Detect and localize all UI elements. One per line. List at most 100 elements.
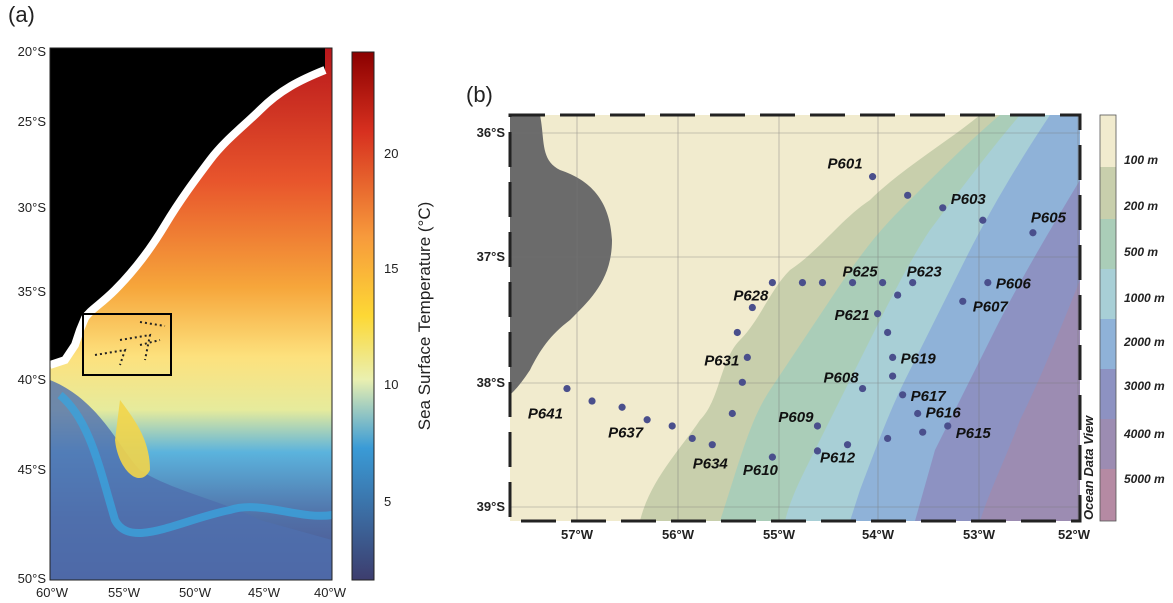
- station-marker-p610: [768, 453, 776, 461]
- station-marker-p617: [899, 391, 907, 399]
- station-marker-p608: [858, 384, 867, 393]
- sst-colorbar: 20 15 10 5 Sea Surface Temperature (°C): [351, 51, 434, 581]
- station-marker-p603: [939, 204, 947, 212]
- lat-tick-20: 20°S: [18, 44, 47, 59]
- colorbar-tick-20: 20: [384, 146, 398, 161]
- colorbar-tick-10: 10: [384, 377, 398, 392]
- sst-colorbar-scale: [351, 51, 375, 581]
- station-marker-p631: [743, 353, 751, 361]
- station-marker: [588, 397, 596, 405]
- b-lon-tick-53: 53°W: [963, 527, 996, 542]
- station-label-p605: P605: [1031, 210, 1067, 227]
- station-label-p617: P617: [911, 388, 947, 405]
- station-marker: [979, 216, 987, 224]
- station-marker-p616: [914, 409, 922, 418]
- b-lat-tick-37: 37°S: [477, 249, 506, 264]
- station-marker: [879, 279, 887, 287]
- station-marker: [798, 279, 807, 287]
- depth-swatch-100: [1100, 115, 1116, 167]
- panel-b-frame: [508, 113, 1082, 523]
- station-marker: [738, 378, 746, 386]
- depth-legend: 100 m 200 m 500 m 1000 m 2000 m 3000 m 4…: [1099, 114, 1165, 522]
- colorbar-title: Sea Surface Temperature (°C): [415, 202, 434, 431]
- sst-front: [57, 391, 333, 537]
- station-marker: [904, 191, 912, 199]
- station-marker-p605: [1029, 229, 1037, 237]
- station-marker-p612: [843, 441, 852, 449]
- station-marker: [728, 409, 736, 418]
- panel-a-lon-ticks: 60°W 55°W 50°W 45°W 40°W: [36, 585, 347, 600]
- depth-label-2000: 2000 m: [1123, 335, 1165, 349]
- station-marker: [884, 328, 892, 337]
- depth-label-4000: 4000 m: [1123, 427, 1165, 441]
- station-label-p623: P623: [907, 264, 943, 281]
- depth-legend-frame: [1099, 114, 1117, 522]
- station-label-p628: P628: [733, 288, 769, 305]
- station-marker-p621: [874, 310, 882, 318]
- station-marker: [894, 291, 902, 299]
- b-lon-tick-56: 56°W: [662, 527, 695, 542]
- lat-tick-45: 45°S: [18, 462, 47, 477]
- station-label-p615: P615: [956, 425, 992, 442]
- lat-tick-35: 35°S: [18, 284, 47, 299]
- sst-warm-eddy: [115, 400, 150, 479]
- station-marker-p641: [563, 384, 571, 393]
- panel-a-label: (a): [8, 2, 35, 27]
- station-marker-p623: [909, 279, 917, 287]
- b-lon-tick-55: 55°W: [763, 527, 796, 542]
- station-label-p610: P610: [743, 462, 779, 479]
- depth-swatch-3000: [1100, 369, 1116, 419]
- station-label-p601: P601: [828, 156, 863, 173]
- depth-label-100: 100 m: [1124, 153, 1158, 167]
- station-marker: [668, 422, 676, 430]
- station-label-p606: P606: [996, 276, 1032, 293]
- station-marker-p628: [768, 279, 776, 287]
- station-label-p621: P621: [835, 307, 870, 324]
- station-marker: [919, 428, 927, 436]
- station-label-p603: P603: [951, 191, 987, 208]
- depth-label-200: 200 m: [1123, 199, 1158, 213]
- depth-label-500: 500 m: [1124, 245, 1158, 259]
- depth-swatch-1000: [1100, 269, 1116, 319]
- lat-tick-50: 50°S: [18, 571, 47, 586]
- station-label-p608: P608: [824, 370, 860, 387]
- panel-b-lon-ticks: 57°W 56°W 55°W 54°W 53°W 52°W: [561, 527, 1091, 542]
- station-label-p641: P641: [528, 406, 563, 423]
- lon-tick-60: 60°W: [36, 585, 69, 600]
- panel-a-frame: [49, 47, 333, 581]
- station-marker: [748, 303, 756, 312]
- depth-band-4000: [980, 280, 1080, 521]
- panel-a-lat-ticks: 20°S 25°S 30°S 35°S 40°S 45°S 50°S: [18, 44, 47, 586]
- station-marker-p637: [643, 416, 651, 424]
- station-label-p631: P631: [704, 352, 739, 369]
- b-lon-tick-54: 54°W: [862, 527, 895, 542]
- station-label-p625: P625: [843, 264, 879, 281]
- depth-swatch-2000: [1100, 319, 1116, 369]
- lon-tick-40: 40°W: [314, 585, 347, 600]
- depth-swatch-5000: [1100, 469, 1116, 521]
- station-marker: [813, 447, 822, 455]
- lat-tick-25: 25°S: [18, 114, 47, 129]
- coastline-a: [48, 66, 327, 369]
- station-marker: [688, 434, 696, 443]
- b-lon-tick-52: 52°W: [1058, 527, 1091, 542]
- lon-tick-45: 45°W: [248, 585, 281, 600]
- colorbar-tick-15: 15: [384, 261, 398, 276]
- lon-tick-50: 50°W: [179, 585, 212, 600]
- depth-label-5000: 5000 m: [1124, 472, 1165, 486]
- odv-watermark: Ocean Data View: [1081, 415, 1096, 520]
- lon-tick-55: 55°W: [108, 585, 141, 600]
- b-lat-tick-36: 36°S: [477, 125, 506, 140]
- b-lon-tick-57: 57°W: [561, 527, 594, 542]
- land-argentina: [510, 115, 612, 395]
- station-marker-p601: [868, 173, 877, 181]
- station-marker: [884, 434, 892, 443]
- panel-a-map: [48, 47, 333, 581]
- depth-label-3000: 3000 m: [1124, 379, 1165, 393]
- station-marker-p607: [959, 297, 967, 305]
- station-marker: [818, 279, 827, 287]
- station-label-p619: P619: [901, 350, 937, 367]
- station-label-p637: P637: [608, 425, 644, 442]
- lat-tick-30: 30°S: [18, 200, 47, 215]
